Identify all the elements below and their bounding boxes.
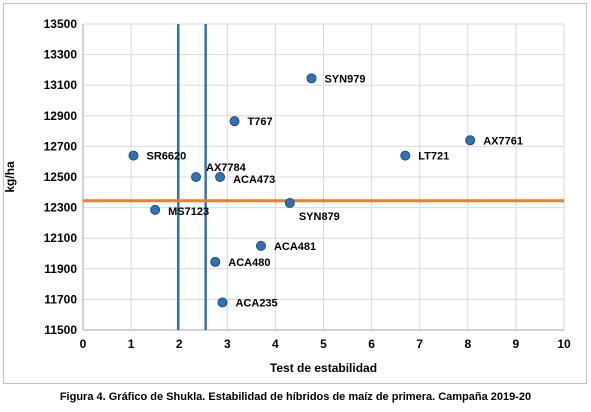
point-t767 <box>229 116 240 127</box>
point-label: SYN879 <box>299 211 340 223</box>
y-tick-label: 12700 <box>44 139 78 153</box>
point-sr6620 <box>128 150 139 161</box>
shukla-chart: 1150011700119001210012300125001270012900… <box>3 17 571 375</box>
x-tick-label: 3 <box>224 337 231 351</box>
point-ax7784 <box>191 172 202 182</box>
x-tick-label: 2 <box>176 337 183 351</box>
y-tick-label: 13300 <box>44 48 78 62</box>
y-tick-label: 11900 <box>44 262 77 276</box>
x-tick-label: 1 <box>128 337 135 351</box>
point-label: ACA235 <box>235 297 277 309</box>
x-tick-label: 10 <box>557 337 571 351</box>
y-tick-label: 12500 <box>44 170 78 184</box>
point-label: ACA473 <box>233 174 275 186</box>
point-syn879 <box>284 198 295 209</box>
x-tick-label: 0 <box>80 337 87 351</box>
y-axis-title: kg/ha <box>3 161 17 193</box>
y-tick-label: 12900 <box>44 109 78 123</box>
x-tick-label: 4 <box>272 337 279 351</box>
point-label: MS7123 <box>168 206 209 218</box>
point-label: ACA481 <box>274 241 316 253</box>
point-label: SYN979 <box>324 73 365 85</box>
point-label: LT721 <box>418 151 449 163</box>
point-ax7761 <box>465 135 476 146</box>
y-tick-label: 12300 <box>44 201 78 215</box>
point-label: AX7761 <box>483 135 523 147</box>
x-tick-label: 6 <box>368 337 375 351</box>
y-tick-label: 13100 <box>44 78 78 92</box>
point-label: SR6620 <box>147 151 187 163</box>
y-tick-label: 13500 <box>44 17 78 31</box>
y-tick-label: 12100 <box>44 231 78 245</box>
point-aca235 <box>217 297 228 308</box>
figure-caption: Figura 4. Gráfico de Shukla. Estabilidad… <box>59 391 532 403</box>
point-label: T767 <box>248 116 273 128</box>
point-lt721 <box>400 150 411 161</box>
point-aca481 <box>255 240 266 251</box>
point-label: ACA480 <box>228 257 270 269</box>
x-tick-label: 5 <box>320 337 327 351</box>
x-tick-label: 9 <box>513 337 520 351</box>
y-tick-label: 11500 <box>44 323 77 337</box>
point-aca480 <box>210 256 221 267</box>
point-label: AX7784 <box>206 162 247 174</box>
y-tick-label: 11700 <box>44 292 77 306</box>
x-tick-label: 8 <box>464 337 471 351</box>
chart-frame <box>3 3 587 384</box>
x-tick-label: 7 <box>416 337 423 351</box>
point-ms7123 <box>150 204 161 215</box>
point-aca473 <box>215 172 226 182</box>
x-axis-title: Test de estabilidad <box>270 361 377 375</box>
point-syn979 <box>306 73 317 84</box>
